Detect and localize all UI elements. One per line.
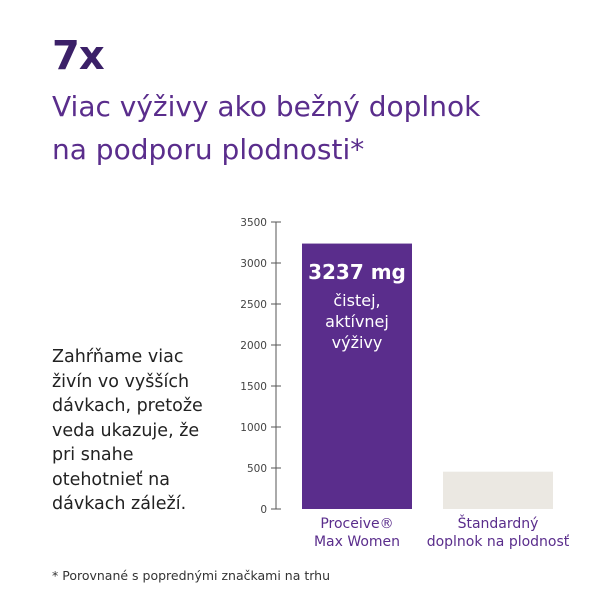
side-text-line: dávkach, pretože: [52, 396, 203, 416]
y-tick-label: 1500: [240, 381, 267, 393]
side-text-line: veda ukazuje, že: [52, 420, 200, 441]
footnote: * Porovnané s poprednými značkami na trh…: [52, 568, 331, 583]
y-tick-label: 0: [260, 504, 267, 516]
headline-multiplier: 7x: [52, 33, 105, 79]
bar-value-label: 3237 mg: [308, 260, 406, 284]
bar: [443, 471, 553, 509]
side-text-line: Zahŕňame viac: [52, 347, 184, 367]
headline-line-1: Viac výživy ako bežný doplnok: [52, 90, 481, 123]
y-tick-label: 3000: [240, 258, 267, 270]
side-description: Zahŕňame viac živín vo vyšších dávkach, …: [52, 345, 222, 517]
headline-line-2: na podporu plodnosti*: [52, 133, 365, 166]
category-label: Max Women: [314, 534, 400, 550]
bar-sub-label: výživy: [332, 333, 383, 352]
bar-sub-label: čistej,: [333, 291, 380, 310]
bar: [302, 243, 412, 510]
category-label: Štandardný: [458, 514, 539, 532]
headline-text: Viac výživy ako bežný doplnok na podporu …: [52, 85, 572, 171]
category-label: Proceive®: [320, 516, 393, 532]
category-label: doplnok na plodnosť: [427, 534, 570, 550]
y-tick-label: 3500: [240, 217, 267, 229]
side-text-line: živín vo vyšších: [52, 371, 190, 392]
y-tick-label: 500: [247, 463, 267, 475]
y-tick-label: 1000: [240, 422, 267, 434]
y-tick-label: 2500: [240, 299, 267, 311]
side-text-line: pri snahe: [52, 445, 134, 465]
side-text-line: dávkach záleží.: [52, 494, 187, 514]
bar-sub-label: aktívnej: [325, 312, 389, 331]
side-text-line: otehotnieť na: [52, 469, 170, 490]
y-tick-label: 2000: [240, 340, 267, 352]
